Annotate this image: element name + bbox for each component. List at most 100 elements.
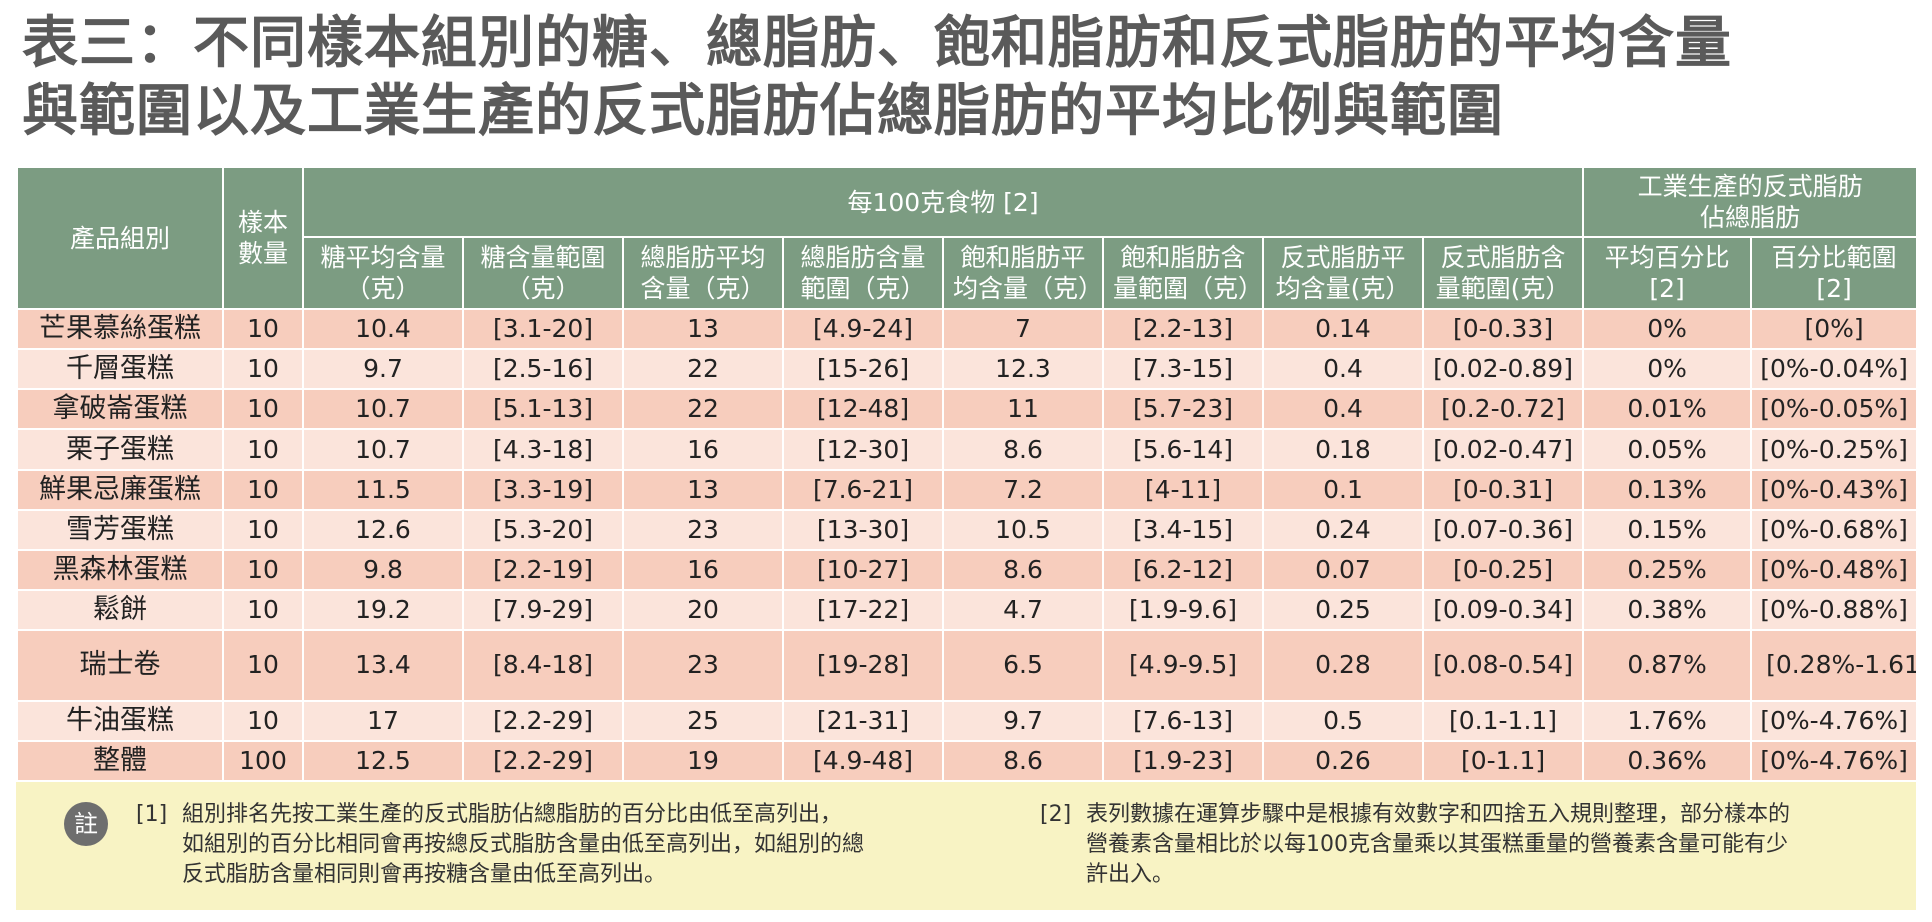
sat-avg-cell: 11	[942, 388, 1104, 431]
sugar-range-cell: [2.2-19]	[462, 548, 624, 592]
pct-avg-cell: 0.25%	[1582, 548, 1753, 592]
table-row: 黑森林蛋糕 10 9.8 [2.2-19] 16 [10-27] 8.6 [6.2-12] 0.…	[16, 548, 1919, 592]
sat-avg-cell: 9.7	[942, 699, 1104, 742]
sugar-range-cell: [4.3-18]	[462, 428, 624, 471]
fat-avg-cell: 16	[622, 428, 784, 471]
sat-avg-cell: 4.7	[942, 589, 1104, 632]
product-name-cell: 栗子蛋糕	[16, 428, 224, 471]
sugar-range-cell: [7.9-29]	[462, 589, 624, 632]
sample-count-cell: 10	[222, 629, 304, 702]
note-1-text: 組別排名先按工業生產的反式脂肪佔總脂肪的百分比由低至高列出， 如組別的百分比相同…	[182, 802, 865, 887]
sugar-range-cell: [5.1-13]	[462, 388, 624, 431]
pct-avg-cell: 1.76%	[1582, 699, 1753, 742]
sugar-avg-cell: 12.5	[302, 739, 464, 783]
product-name-cell: 黑森林蛋糕	[16, 548, 224, 592]
pct-range-cell: [0%]	[1750, 307, 1919, 351]
trans-range-cell: [0.2-0.72]	[1421, 388, 1585, 431]
sugar-range-cell: [2.2-29]	[462, 699, 624, 742]
table-row: 雪芳蛋糕 10 12.6 [5.3-20] 23 [13-30] 10.5 [3.4-15] 0…	[16, 508, 1919, 551]
sample-count-cell: 10	[222, 508, 304, 551]
header-sample-count: 樣本數量	[222, 166, 304, 310]
pct-range-cell: [0%-0.04%]	[1750, 348, 1919, 391]
sat-range-cell: [2.2-13]	[1102, 307, 1264, 351]
title-line-2: 與範圍以及工業生產的反式脂肪佔總脂肪的平均比例與範圍	[22, 79, 1504, 144]
sample-count-cell: 10	[222, 699, 304, 742]
note-2-number: [2]	[1040, 802, 1072, 827]
trans-avg-cell: 0.4	[1262, 388, 1424, 431]
header-trans-range: 反式脂肪含量範圍(克）	[1421, 236, 1585, 310]
sugar-range-cell: [3.3-19]	[462, 468, 624, 511]
fat-range-cell: [4.9-48]	[782, 739, 944, 783]
pct-range-cell: [0%-0.25%]	[1750, 428, 1919, 471]
sugar-avg-cell: 10.4	[302, 307, 464, 351]
table-row: 瑞士卷 10 13.4 [8.4-18] 23 [19-28] 6.5 [4.9-9.5] 0.…	[16, 629, 1919, 702]
sat-avg-cell: 7.2	[942, 468, 1104, 511]
fat-range-cell: [19-28]	[782, 629, 944, 702]
header-sat-range: 飽和脂肪含量範圍（克）	[1102, 236, 1264, 310]
header-trans-avg: 反式脂肪平均含量(克）	[1262, 236, 1424, 310]
fat-range-cell: [21-31]	[782, 699, 944, 742]
header-pct-range: 百分比範圍[2]	[1750, 236, 1919, 310]
fat-avg-cell: 22	[622, 348, 784, 391]
product-name-cell: 雪芳蛋糕	[16, 508, 224, 551]
product-name-cell: 整體	[16, 739, 224, 783]
sample-count-cell: 10	[222, 348, 304, 391]
header-industrial-trans-fat: 工業生產的反式脂肪佔總脂肪	[1582, 166, 1919, 238]
sample-count-cell: 10	[222, 468, 304, 511]
trans-avg-cell: 0.26	[1262, 739, 1424, 783]
pct-avg-cell: 0%	[1582, 348, 1753, 391]
trans-range-cell: [0-0.25]	[1421, 548, 1585, 592]
pct-avg-cell: 0.38%	[1582, 589, 1753, 632]
trans-avg-cell: 0.24	[1262, 508, 1424, 551]
sat-range-cell: [7.6-13]	[1102, 699, 1264, 742]
pct-range-cell: [0%-0.05%]	[1750, 388, 1919, 431]
header-fat-avg: 總脂肪平均含量（克）	[622, 236, 784, 310]
header-sugar-range: 糖含量範圍（克）	[462, 236, 624, 310]
sugar-range-cell: [8.4-18]	[462, 629, 624, 702]
trans-avg-cell: 0.07	[1262, 548, 1424, 592]
fat-range-cell: [17-22]	[782, 589, 944, 632]
sugar-avg-cell: 13.4	[302, 629, 464, 702]
trans-range-cell: [0.02-0.47]	[1421, 428, 1585, 471]
fat-avg-cell: 23	[622, 629, 784, 702]
trans-avg-cell: 0.1	[1262, 468, 1424, 511]
sat-avg-cell: 8.6	[942, 739, 1104, 783]
sat-range-cell: [1.9-23]	[1102, 739, 1264, 783]
sugar-avg-cell: 9.8	[302, 548, 464, 592]
product-name-cell: 鬆餅	[16, 589, 224, 632]
sample-count-cell: 10	[222, 589, 304, 632]
sample-count-cell: 10	[222, 307, 304, 351]
fat-range-cell: [13-30]	[782, 508, 944, 551]
sugar-avg-cell: 9.7	[302, 348, 464, 391]
sat-range-cell: [4.9-9.5]	[1102, 629, 1264, 702]
product-name-cell: 千層蛋糕	[16, 348, 224, 391]
trans-range-cell: [0.08-0.54]	[1421, 629, 1585, 702]
pct-range-cell: [0%-0.48%]	[1750, 548, 1919, 592]
sample-count-cell: 10	[222, 388, 304, 431]
pct-range-cell: [0%-0.68%]	[1750, 508, 1919, 551]
pct-avg-cell: 0.87%	[1582, 629, 1753, 702]
nutrition-table: 產品組別 樣本數量 每100克食物 [2] 工業生產的反式脂肪佔總脂肪 糖平均含…	[16, 166, 1919, 783]
sat-avg-cell: 8.6	[942, 548, 1104, 592]
table-row: 鮮果忌廉蛋糕 10 11.5 [3.3-19] 13 [7.6-21] 7.2 [4-11] 0…	[16, 468, 1919, 511]
sat-range-cell: [5.7-23]	[1102, 388, 1264, 431]
sample-count-cell: 10	[222, 428, 304, 471]
header-pct-avg: 平均百分比[2]	[1582, 236, 1753, 310]
header-fat-range: 總脂肪含量範圍（克）	[782, 236, 944, 310]
sat-range-cell: [7.3-15]	[1102, 348, 1264, 391]
trans-avg-cell: 0.4	[1262, 348, 1424, 391]
sugar-range-cell: [5.3-20]	[462, 508, 624, 551]
trans-avg-cell: 0.28	[1262, 629, 1424, 702]
trans-avg-cell: 0.25	[1262, 589, 1424, 632]
table-row: 芒果慕絲蛋糕 10 10.4 [3.1-20] 13 [4.9-24] 7 [2.2-13] 0…	[16, 307, 1919, 351]
note-2-text: 表列數據在運算步驟中是根據有效數字和四捨五入規則整理，部分樣本的 營養素含量相比…	[1086, 802, 1791, 887]
notes-panel: 註 [1] 組別排名先按工業生產的反式脂肪佔總脂肪的百分比由低至高列出， 如組別…	[16, 782, 1916, 910]
sat-avg-cell: 12.3	[942, 348, 1104, 391]
note-badge-icon: 註	[64, 802, 108, 846]
pct-avg-cell: 0.05%	[1582, 428, 1753, 471]
trans-range-cell: [0.1-1.1]	[1421, 699, 1585, 742]
pct-avg-cell: 0.36%	[1582, 739, 1753, 783]
trans-range-cell: [0-1.1]	[1421, 739, 1585, 783]
table-row: 鬆餅 10 19.2 [7.9-29] 20 [17-22] 4.7 [1.9-9.6] 0.2…	[16, 589, 1919, 632]
sat-range-cell: [4-11]	[1102, 468, 1264, 511]
